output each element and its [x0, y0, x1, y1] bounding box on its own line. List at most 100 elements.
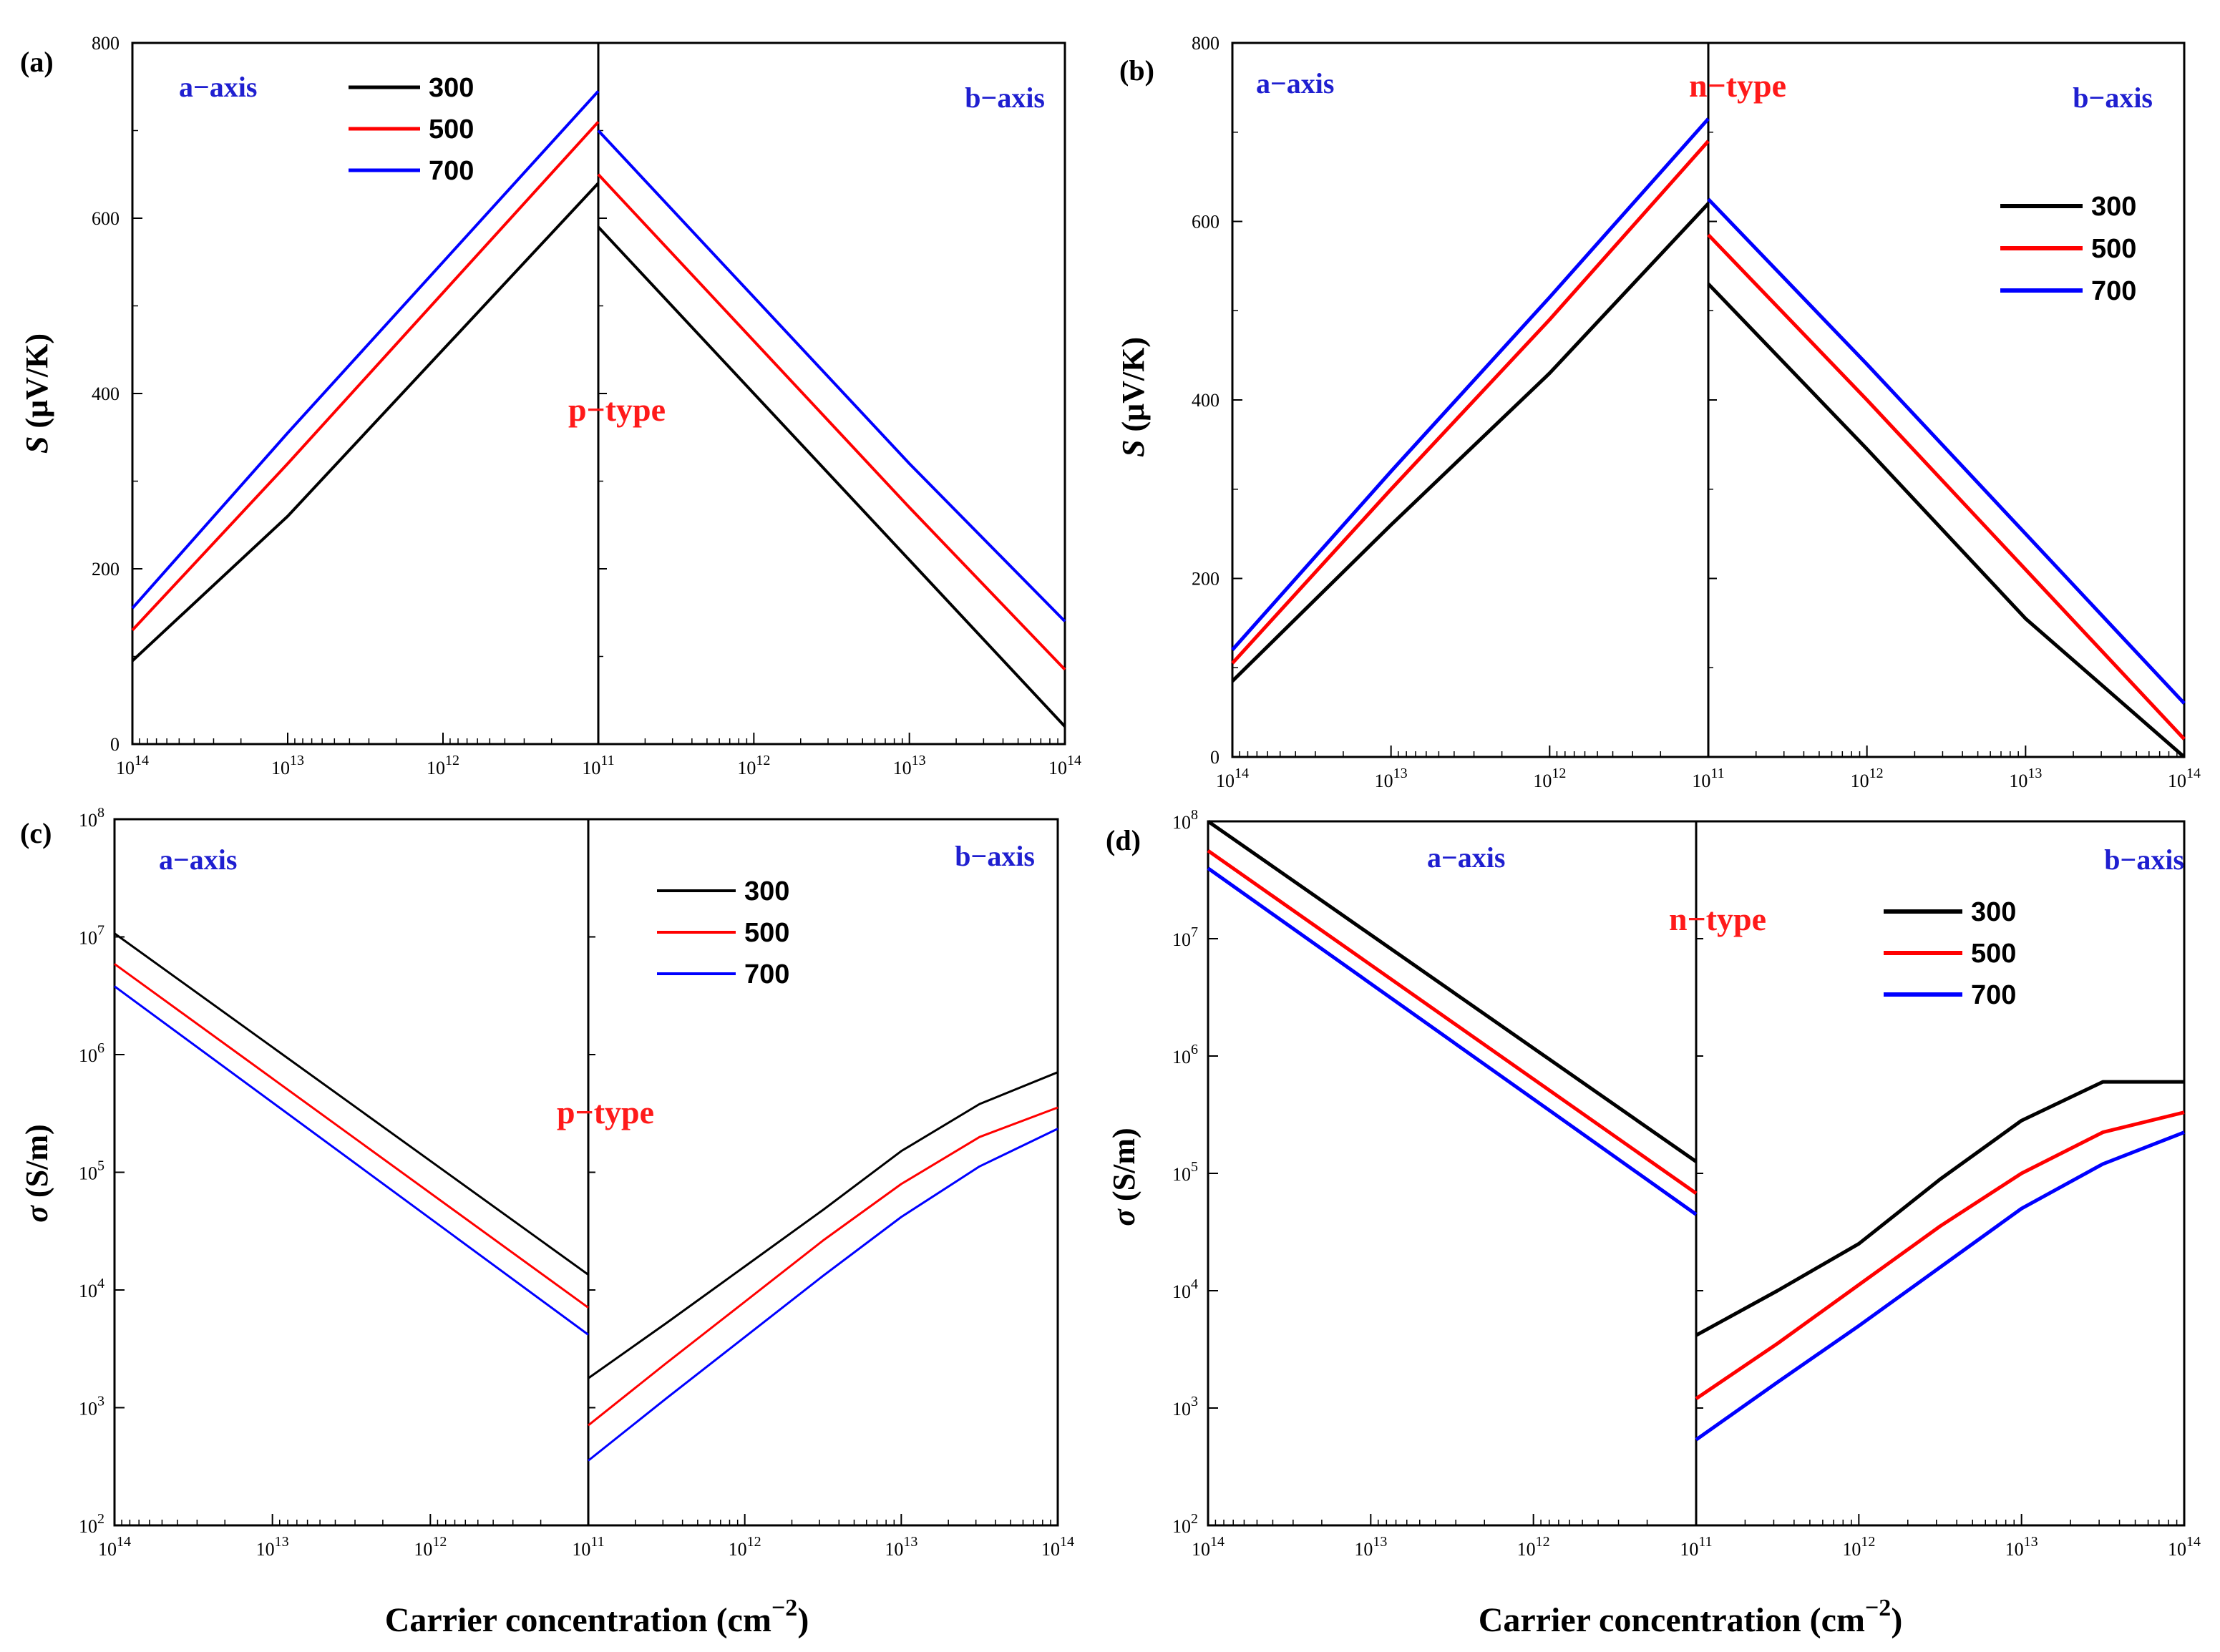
series-300-b-axis-line — [1695, 1080, 2184, 1337]
panel-label: (a) — [20, 46, 54, 78]
a-axis-label: a−axis — [1256, 67, 1334, 99]
y-tick-label: 107 — [1172, 924, 1198, 950]
b-axis-label: b−axis — [955, 840, 1035, 872]
y-axis-label: S (μV/K) — [19, 333, 54, 454]
legend-label-500: 500 — [429, 114, 474, 145]
x-tick-label: 1011 — [1680, 1534, 1712, 1560]
series-300-a-axis-line — [1207, 819, 1698, 1163]
y-tick-label: 0 — [1210, 747, 1219, 768]
x-tick-label: 1013 — [256, 1534, 289, 1560]
x-tick-label: 1014 — [1192, 1534, 1225, 1560]
x-tick-label: 1012 — [1842, 1534, 1875, 1560]
y-axis-label: σ (S/m) — [19, 1124, 54, 1222]
legend-label-700: 700 — [2091, 276, 2136, 306]
series-700-b-axis-line — [597, 129, 1066, 622]
legend-label-300: 300 — [2091, 192, 2136, 222]
series-500-a-axis-line — [131, 120, 600, 632]
series-300-a-axis-line — [1231, 202, 1710, 683]
x-tick-label: 1012 — [414, 1534, 447, 1560]
x-tick-label: 1014 — [1048, 753, 1081, 778]
x-tick-label: 1012 — [427, 753, 459, 778]
series-500-b-axis-line — [1695, 1110, 2185, 1400]
x-tick-label: 1014 — [2168, 1534, 2201, 1560]
y-tick-label: 108 — [1172, 807, 1198, 833]
series-500-a-axis-line — [1231, 140, 1710, 665]
series-300-b-axis-line — [588, 1071, 1058, 1379]
y-tick-label: 107 — [79, 923, 104, 949]
x-tick-label: 1013 — [271, 753, 304, 778]
x-tick-label: 1011 — [1692, 766, 1724, 791]
series-700-a-axis-line — [1207, 866, 1698, 1216]
y-tick-label: 103 — [79, 1394, 104, 1419]
series-300-a-axis-line — [114, 932, 589, 1276]
y-tick-label: 400 — [1192, 390, 1219, 411]
y-tick-label: 102 — [79, 1511, 104, 1537]
x-tick-label: 1012 — [737, 753, 770, 778]
legend-label-700: 700 — [429, 156, 474, 186]
y-tick-label: 104 — [79, 1276, 104, 1301]
x-tick-label: 1011 — [572, 1534, 604, 1560]
series-300-b-axis-line — [1707, 283, 2186, 758]
legend-label-500: 500 — [744, 918, 789, 948]
y-tick-label: 200 — [1192, 569, 1219, 590]
series-500-a-axis-line — [1207, 849, 1698, 1195]
y-tick-label: 105 — [1172, 1159, 1198, 1185]
y-tick-label: 106 — [79, 1040, 104, 1066]
x-tick-label: 1013 — [1354, 1534, 1387, 1560]
series-700-b-axis-line — [1707, 197, 2186, 705]
series-700-b-axis-line — [1695, 1130, 2185, 1442]
series-700-b-axis-line — [588, 1128, 1058, 1462]
x-tick-label: 1012 — [1517, 1534, 1550, 1560]
series-500-a-axis-line — [114, 963, 589, 1309]
y-tick-label: 104 — [1172, 1276, 1198, 1302]
legend-label-500: 500 — [2091, 234, 2136, 264]
x-tick-label: 1013 — [2005, 1534, 2038, 1560]
y-tick-label: 400 — [92, 383, 120, 404]
y-tick-label: 108 — [79, 805, 104, 831]
series-500-b-axis-line — [1707, 233, 2186, 741]
y-tick-label: 800 — [92, 33, 120, 54]
legend-label-300: 300 — [429, 73, 474, 103]
x-tick-label: 1013 — [2009, 766, 2042, 791]
y-axis-label: S (μV/K) — [1116, 337, 1151, 457]
y-tick-label: 102 — [1172, 1511, 1198, 1537]
legend-label-700: 700 — [1971, 980, 2016, 1010]
y-tick-label: 800 — [1192, 33, 1219, 54]
x-tick-label: 1014 — [116, 753, 149, 778]
legend-label-300: 300 — [744, 876, 789, 906]
y-tick-label: 200 — [92, 559, 120, 580]
chart-panel-d: 1014 1013 1012 1011 1012 1013 1014102103104105… — [1106, 807, 2201, 1560]
y-tick-label: 105 — [79, 1158, 104, 1184]
y-tick-label: 103 — [1172, 1394, 1198, 1419]
x-axis-label-left: Carrier concentration (cm−2) — [385, 1595, 809, 1639]
y-tick-label: 0 — [110, 734, 120, 755]
series-700-a-axis-line — [1231, 117, 1710, 651]
panel-label: (c) — [20, 817, 52, 849]
x-tick-label: 1013 — [1375, 766, 1408, 791]
a-axis-label: a−axis — [179, 71, 257, 103]
b-axis-label: b−axis — [2073, 82, 2153, 114]
series-500-b-axis-line — [588, 1106, 1058, 1427]
series-500-b-axis-line — [597, 173, 1066, 671]
legend-label-300: 300 — [1971, 897, 2016, 927]
carrier-type-label: p−type — [568, 391, 666, 428]
series-700-a-axis-line — [114, 985, 589, 1336]
x-tick-label: 1014 — [1041, 1534, 1074, 1560]
b-axis-label: b−axis — [965, 82, 1045, 114]
carrier-type-label: n−type — [1689, 67, 1786, 104]
carrier-type-label: p−type — [557, 1094, 654, 1130]
x-tick-label: 1012 — [1533, 766, 1566, 791]
legend-label-700: 700 — [744, 959, 789, 989]
y-tick-label: 600 — [1192, 212, 1219, 233]
carrier-type-label: n−type — [1669, 901, 1766, 937]
x-tick-label: 1012 — [729, 1534, 761, 1560]
x-tick-label: 1012 — [1851, 766, 1884, 791]
a-axis-label: a−axis — [159, 844, 237, 876]
series-700-a-axis-line — [131, 90, 600, 610]
plot-frame — [113, 818, 1059, 1527]
b-axis-label: b−axis — [2104, 844, 2184, 876]
a-axis-label: a−axis — [1427, 841, 1505, 874]
y-tick-label: 600 — [92, 208, 120, 229]
series-300-a-axis-line — [131, 182, 600, 663]
x-tick-label: 1013 — [885, 1534, 917, 1560]
